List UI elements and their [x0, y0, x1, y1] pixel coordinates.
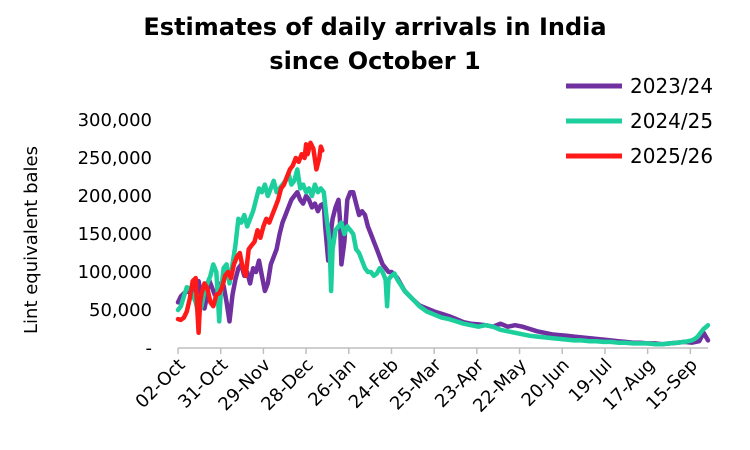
y-tick-label: 50,000: [89, 300, 152, 321]
chart-title: Estimates of daily arrivals in India sin…: [0, 10, 750, 78]
y-tick-label: 150,000: [78, 224, 152, 245]
series-line-2023-24: [175, 189, 711, 347]
series-line-2024-25: [175, 167, 711, 347]
series-layer: [175, 140, 711, 347]
legend-label: 2024/25: [630, 109, 713, 133]
y-tick-label: 250,000: [78, 148, 152, 169]
y-tick-label: 300,000: [78, 110, 152, 131]
y-tick-label: 200,000: [78, 186, 152, 207]
series-line-2025-26: [175, 140, 325, 336]
y-tick-label: -: [146, 338, 153, 359]
legend-label: 2023/24: [630, 74, 713, 98]
x-tick-label: 20-Jun: [518, 355, 574, 411]
legend: 2023/24 2024/25 2025/26: [566, 74, 713, 168]
legend-label: 2025/26: [630, 144, 713, 168]
y-tick-label: 100,000: [78, 262, 152, 283]
y-axis-label: Lint equivalent bales: [21, 146, 42, 334]
chart-subtitle: since October 1: [269, 47, 481, 75]
chart-title-line1: Estimates of daily arrivals in India: [143, 13, 607, 41]
